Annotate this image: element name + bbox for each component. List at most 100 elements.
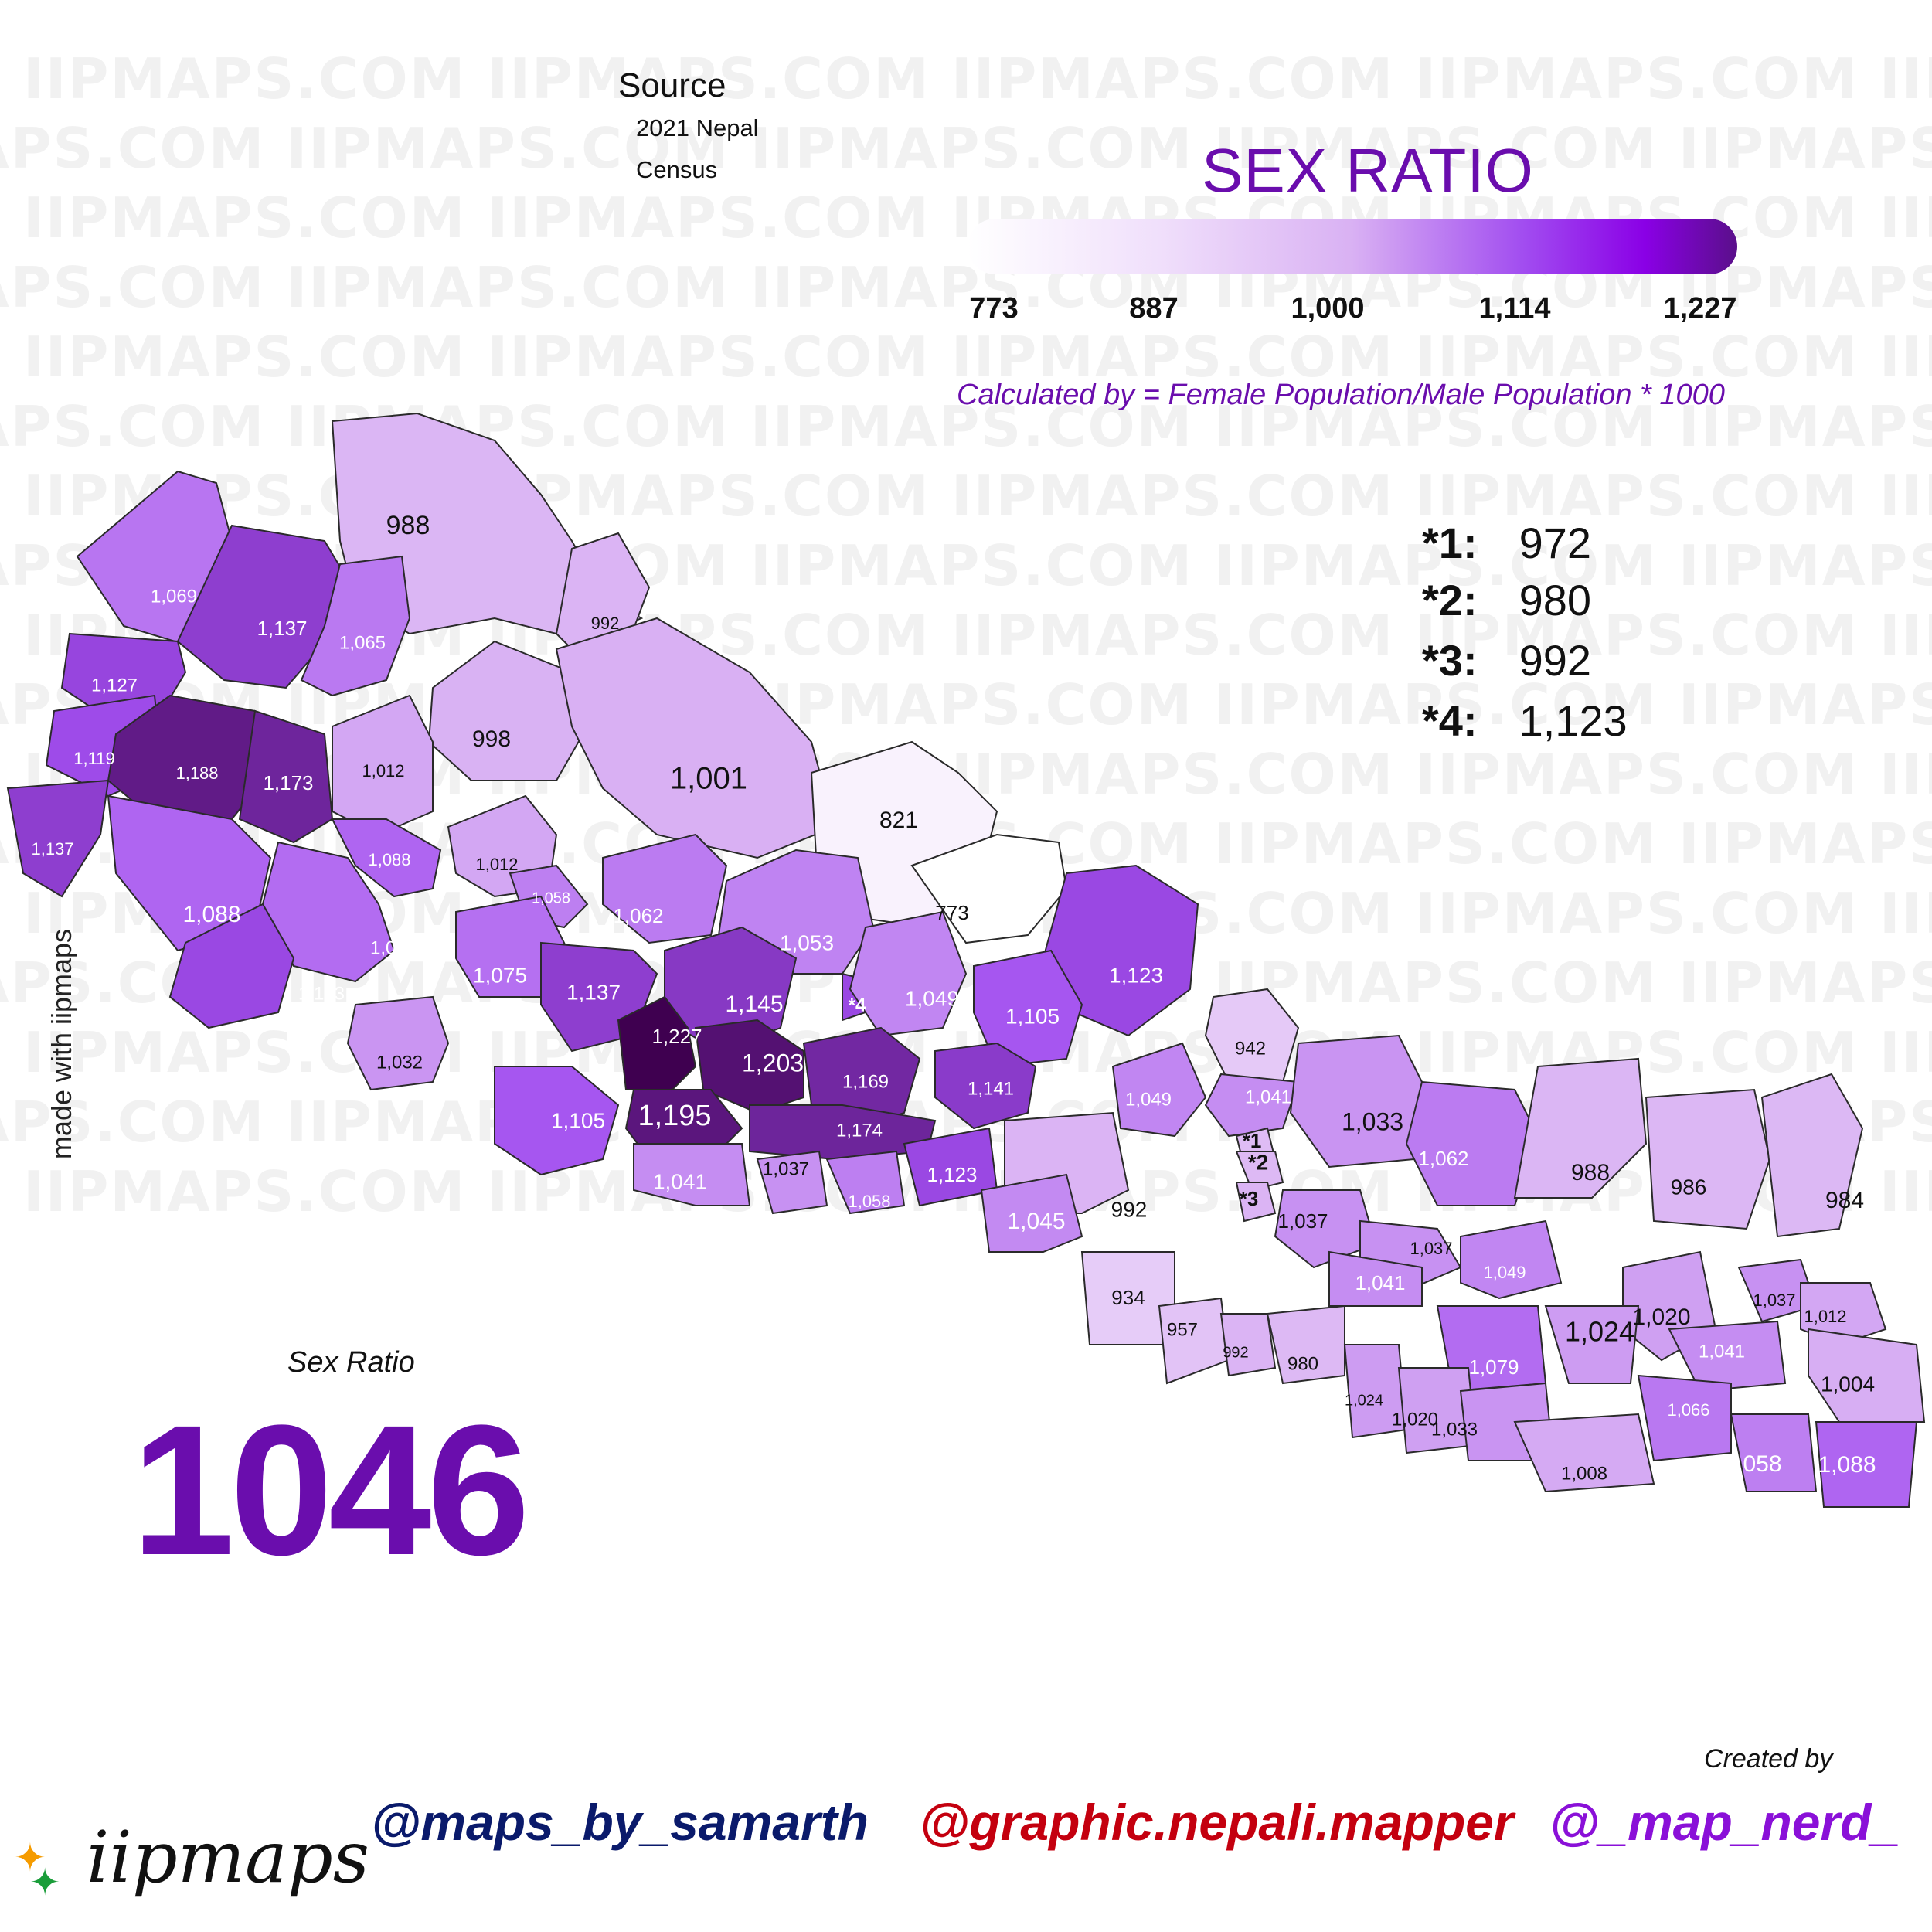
district-value-label: 1,141 (968, 1078, 1014, 1099)
district-area (633, 1143, 751, 1206)
district-area (555, 617, 836, 859)
district-value-label: 1,127 (91, 675, 138, 696)
district-value-label: 1,053 (780, 930, 834, 954)
source-line-2: Census (636, 156, 718, 183)
district-value-label: 1,049 (905, 986, 959, 1010)
district-value-label: *3 (1240, 1187, 1259, 1210)
watermark-row: IIPMAPS.COM IIPMAPS.COM IIPMAPS.COM IIPM… (0, 394, 1932, 459)
district-value-label: 1,041 (1245, 1087, 1291, 1107)
district-area (1668, 1320, 1787, 1393)
district-area (1645, 1088, 1771, 1230)
district-area (1637, 1374, 1732, 1462)
district-value-label: 1,137 (31, 839, 73, 859)
district-area (1513, 1057, 1648, 1199)
district-value-label: 1,173 (263, 771, 313, 794)
district-value-label: 1,012 (362, 761, 404, 781)
district-area (238, 709, 334, 844)
district-value-label: 1,004 (1821, 1372, 1875, 1396)
legend-title: SEX RATIO (1202, 136, 1534, 205)
district-value-label: 1,088 (368, 850, 410, 869)
district-value-label: 1,012 (475, 855, 518, 874)
footnote-key: *1: (1422, 519, 1478, 567)
district-value-label: 1,045 (1007, 1209, 1065, 1234)
district-value-label: 1,188 (175, 764, 218, 783)
district-area (849, 910, 968, 1037)
district-area (1235, 1151, 1284, 1192)
footnote-key: *4: (1422, 696, 1478, 745)
district-value-label: *4 (849, 995, 866, 1015)
district-value-label: 1,037 (1753, 1291, 1795, 1310)
source-line-1: 2021 Nepal (636, 114, 759, 141)
district-area (602, 833, 728, 944)
district-area (168, 903, 295, 1029)
district-value-label: 773 (935, 901, 968, 924)
district-value-label: 1,041 (1699, 1341, 1745, 1362)
district-area (1328, 1250, 1423, 1307)
created-by-label: Created by (1704, 1744, 1833, 1774)
district-area (1219, 1313, 1277, 1377)
watermark-row: IIPMAPS.COM IIPMAPS.COM IIPMAPS.COM IIPM… (23, 325, 1932, 389)
district-area (1760, 1073, 1864, 1238)
district-value-label: 988 (386, 511, 430, 540)
district-value-label: 992 (1111, 1197, 1148, 1221)
credit-handle-1[interactable]: @maps_by_samarth (371, 1794, 869, 1851)
formula-note: Calculated by = Female Population/Male P… (957, 379, 1725, 411)
district-area (346, 995, 450, 1091)
district-area (934, 1042, 1037, 1130)
sparkle-icon: ✦ (14, 1836, 46, 1879)
district-area (617, 995, 697, 1090)
sparkle-icon: ✦ (29, 1862, 61, 1903)
district-value-label: 1,024 (1565, 1316, 1634, 1348)
district-value-label: *2 (1248, 1150, 1268, 1174)
district-value-label: 1,020 (1392, 1409, 1438, 1430)
district-value-label: 1,049 (1125, 1089, 1172, 1110)
footnote-value: 980 (1519, 576, 1591, 624)
district-value-label: 1,066 (1667, 1400, 1709, 1420)
district-area (332, 694, 434, 836)
district-value-label: 1,195 (638, 1100, 711, 1132)
legend-tick: 1,114 (1478, 292, 1551, 325)
district-value-label: 1,012 (1804, 1307, 1846, 1326)
national-label: Sex Ratio (287, 1346, 415, 1379)
made-with-text: made with iipmaps (46, 928, 77, 1160)
district-value-label: 1,145 (725, 992, 783, 1017)
district-area (1235, 1182, 1277, 1223)
legend-gradient-bar (968, 219, 1737, 274)
footnote-1: *1: 972 (1422, 518, 1591, 568)
footnote-3: *3: 992 (1422, 635, 1591, 685)
district-area (756, 1150, 828, 1215)
district-value-label: 1,088 (182, 902, 240, 927)
district-value-label: 1,033 (1431, 1419, 1478, 1440)
footnote-value: 1,123 (1519, 696, 1628, 745)
district-value-label: 1,119 (73, 749, 114, 768)
district-value-label: 984 (1825, 1188, 1864, 1213)
district-value-label: 1,037 (1410, 1239, 1452, 1258)
district-value-label: 992 (1223, 1344, 1248, 1361)
district-value-label: 1,137 (566, 980, 621, 1004)
district-area (331, 818, 442, 898)
footnote-value: 972 (1519, 519, 1591, 567)
district-value-label: 1,058 (848, 1192, 890, 1211)
district-value-label: 1,062 (613, 904, 663, 927)
district-value-label: 1,001 (670, 762, 747, 796)
district-value-label: 1,137 (257, 617, 307, 640)
district-area (825, 1150, 906, 1215)
district-value-label: 1,037 (1277, 1209, 1328, 1233)
district-value-label: 1,079 (370, 937, 417, 958)
district-value-label: 1,008 (1561, 1463, 1607, 1484)
credit-handle-3[interactable]: @_map_nerd_ (1549, 1794, 1900, 1851)
credit-handle-2[interactable]: @graphic.nepali.mapper (920, 1794, 1514, 1851)
district-area (1544, 1305, 1640, 1384)
watermark-row: IIPMAPS.COM IIPMAPS.COM IIPMAPS.COM IIPM… (23, 46, 1932, 111)
district-area (1513, 1413, 1655, 1493)
district-area (1266, 1304, 1345, 1385)
district-value-label: 1,065 (339, 632, 386, 653)
district-value-label: 1,041 (653, 1169, 707, 1193)
legend-tick: 773 (969, 292, 1019, 325)
watermark-row: IIPMAPS.COM IIPMAPS.COM IIPMAPS.COM IIPM… (0, 116, 1932, 181)
district-value-label: 1,024 (1345, 1392, 1383, 1409)
district-value-label: 1,079 (1468, 1355, 1519, 1379)
district-value-label: *1 (1243, 1129, 1262, 1152)
